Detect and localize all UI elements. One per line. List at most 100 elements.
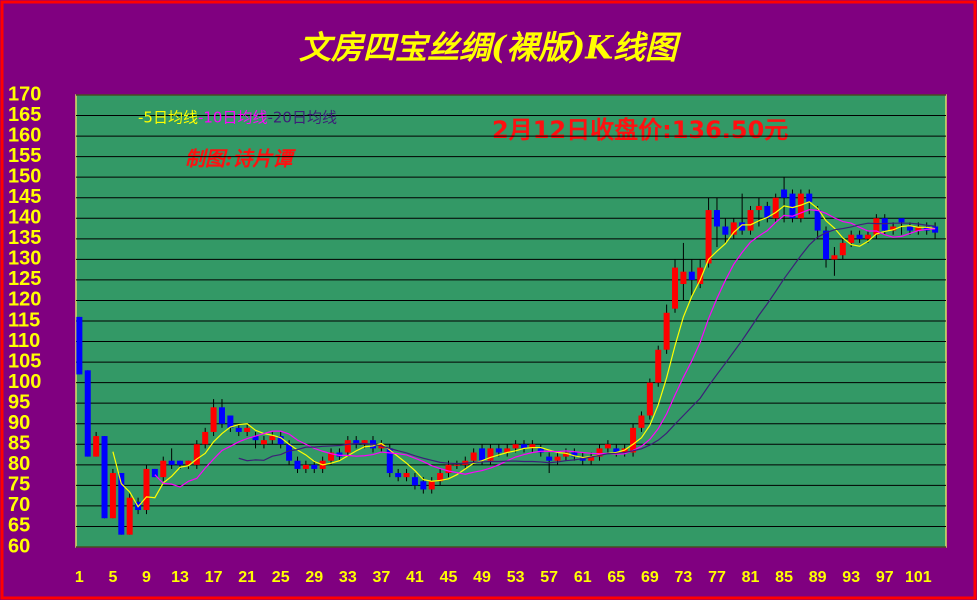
candle-body <box>445 464 452 474</box>
x-tick-label: 9 <box>142 569 151 586</box>
y-tick-label: 165 <box>8 104 41 126</box>
candle-body <box>76 316 83 375</box>
moving-average-line <box>238 222 936 465</box>
candle-body <box>881 218 888 231</box>
candle-body <box>906 226 913 231</box>
legend: -5日均线 -10日均线 -20日均线 <box>138 109 337 127</box>
y-tick-label: 160 <box>8 124 41 146</box>
candle-body <box>571 452 578 457</box>
candle-body <box>344 440 351 453</box>
candle-body <box>403 473 410 478</box>
candle-body <box>109 473 116 519</box>
candle-body <box>185 460 192 465</box>
y-tick-label: 125 <box>8 268 41 290</box>
candle-body <box>806 193 813 202</box>
x-tick-label: 53 <box>507 569 525 586</box>
legend-entry: -5日均线 <box>138 109 198 127</box>
y-tick-label: 145 <box>8 186 41 208</box>
x-tick-label: 57 <box>540 569 558 586</box>
x-tick-label: 49 <box>473 569 491 586</box>
y-tick-label: 95 <box>8 391 30 413</box>
candle-body <box>512 444 519 449</box>
x-tick-label: 65 <box>607 569 625 586</box>
candle-body <box>302 464 309 469</box>
candle-body <box>328 452 335 461</box>
x-tick-label: 5 <box>108 569 117 586</box>
candle-body <box>764 205 771 219</box>
y-tick-label: 105 <box>8 350 41 372</box>
candle-body <box>646 382 653 416</box>
x-tick-label: 101 <box>905 569 932 586</box>
candle-body <box>495 448 502 453</box>
y-tick-label: 60 <box>8 535 30 557</box>
candle-body <box>554 456 561 461</box>
candle-body <box>814 210 821 231</box>
legend-entry: -20日均线 <box>267 109 337 127</box>
candle-body <box>789 193 796 219</box>
candle-body <box>688 271 695 280</box>
candle-body <box>923 226 930 231</box>
x-tick-label: 41 <box>406 569 424 586</box>
y-tick-label: 100 <box>8 371 41 393</box>
x-tick-label: 61 <box>574 569 592 586</box>
x-tick-label: 93 <box>842 569 860 586</box>
candle-body <box>596 448 603 457</box>
x-tick-label: 37 <box>372 569 390 586</box>
y-tick-label: 130 <box>8 248 41 270</box>
x-tick-label: 85 <box>775 569 793 586</box>
candle-body <box>537 448 544 453</box>
candle-body <box>730 222 737 235</box>
candle-body <box>386 448 393 474</box>
x-tick-label: 25 <box>272 569 290 586</box>
y-tick-label: 110 <box>8 330 40 352</box>
candle-body <box>848 234 855 243</box>
x-tick-label: 97 <box>876 569 894 586</box>
moving-average-line <box>154 209 936 488</box>
candle-body <box>126 497 133 535</box>
candle-body <box>705 210 712 264</box>
candle-body <box>479 448 486 461</box>
y-tick-label: 120 <box>8 289 41 311</box>
candle-body <box>227 415 234 428</box>
candle-body <box>160 460 167 478</box>
x-tick-label: 29 <box>305 569 323 586</box>
candle-body <box>915 226 922 231</box>
candle-body <box>168 460 175 465</box>
candle-body <box>898 218 905 223</box>
marks <box>76 177 939 535</box>
y-tick-label: 150 <box>8 165 41 187</box>
candle-body <box>663 312 670 350</box>
candle-body <box>294 460 301 469</box>
x-tick-label: 17 <box>205 569 223 586</box>
candle-body <box>395 473 402 478</box>
candle-body <box>839 242 846 256</box>
x-tick-label: 21 <box>238 569 256 586</box>
candle-body <box>755 205 762 211</box>
y-tick-label: 70 <box>8 494 30 516</box>
y-tick-label: 65 <box>8 515 30 537</box>
candle-body <box>202 431 209 445</box>
candle-body <box>521 444 528 449</box>
y-tick-label: 140 <box>8 207 41 229</box>
candle-body <box>747 210 754 231</box>
candle-body <box>437 473 444 482</box>
candle-body <box>856 234 863 239</box>
x-tick-label: 77 <box>708 569 726 586</box>
candle-body <box>562 452 569 457</box>
candle-body <box>890 226 897 231</box>
candle-body <box>932 226 939 233</box>
candle-body <box>487 448 494 461</box>
candle-body <box>101 436 108 519</box>
candle-body <box>781 189 788 198</box>
author-note: 制图:诗片谭 <box>185 147 296 171</box>
candle-body <box>739 222 746 231</box>
candle-body <box>672 267 679 309</box>
x-tick-label: 81 <box>742 569 760 586</box>
candle-body <box>680 271 687 285</box>
candle-body <box>361 440 368 445</box>
candle-body <box>428 481 435 490</box>
candle-body <box>286 444 293 461</box>
x-tick-label: 69 <box>641 569 659 586</box>
y-tick-label: 135 <box>8 227 41 249</box>
candle-body <box>873 218 880 235</box>
